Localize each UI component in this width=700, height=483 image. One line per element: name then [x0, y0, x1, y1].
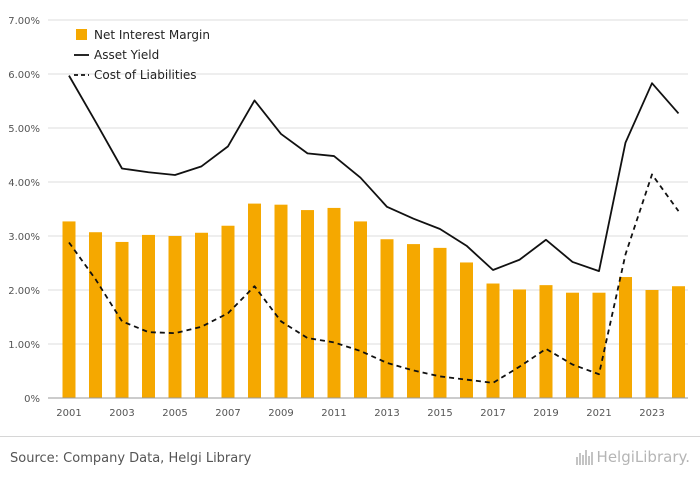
library-icon: [575, 449, 593, 465]
bar-net-interest-margin: [62, 221, 76, 398]
y-tick-label: 5.00%: [8, 124, 40, 135]
bar-net-interest-margin: [619, 277, 632, 398]
bar-net-interest-margin: [354, 221, 367, 398]
x-tick-label: 2011: [321, 408, 346, 419]
bar-net-interest-margin: [221, 225, 235, 398]
x-tick-label: 2023: [639, 408, 664, 419]
chart-svg: 0% 1.00% 2.00% 3.00% 4.00% 5.00% 6.00% 7.00% 200…: [8, 16, 688, 419]
y-tick-label: 7.00%: [8, 16, 40, 27]
legend-swatch-bar: [76, 29, 87, 40]
bar-net-interest-margin: [592, 292, 606, 398]
bar-net-interest-margin: [460, 262, 473, 398]
bar-net-interest-margin: [274, 204, 288, 398]
legend-label: Cost of Liabilities: [94, 68, 197, 82]
y-tick-label: 6.00%: [8, 70, 40, 81]
bar-net-interest-margin: [380, 239, 394, 398]
bar-net-interest-margin: [327, 207, 341, 398]
bar-net-interest-margin: [645, 290, 659, 398]
line-asset-yield: [68, 75, 680, 273]
x-tick-label: 2003: [109, 408, 134, 419]
y-tick-label: 0%: [24, 394, 40, 405]
x-tick-label: 2021: [586, 408, 611, 419]
footer-divider: [0, 436, 700, 437]
bar-net-interest-margin: [486, 283, 500, 398]
legend-label: Net Interest Margin: [94, 28, 210, 42]
bar-net-interest-margin: [195, 232, 208, 398]
x-tick-label: 2001: [56, 408, 81, 419]
x-tick-label: 2015: [427, 408, 452, 419]
x-tick-label: 2007: [215, 408, 240, 419]
x-tick-label: 2009: [268, 408, 293, 419]
x-tick-label: 2017: [480, 408, 505, 419]
line-cost-of-liabilities: [68, 173, 680, 384]
bar-net-interest-margin: [433, 247, 447, 398]
source-note: Source: Company Data, Helgi Library: [10, 451, 252, 466]
bar-net-interest-margin: [248, 203, 261, 398]
bar-net-interest-margin: [168, 236, 182, 398]
bar-net-interest-margin: [89, 232, 102, 398]
y-tick-label: 3.00%: [8, 232, 40, 243]
bar-net-interest-margin: [407, 244, 420, 398]
x-tick-label: 2005: [162, 408, 187, 419]
x-tick-label: 2019: [533, 408, 558, 419]
logo-text: HelgiLibrary.: [596, 448, 690, 466]
y-tick-label: 1.00%: [8, 340, 40, 351]
bar-net-interest-margin: [142, 234, 155, 398]
bar-net-interest-margin: [513, 289, 526, 398]
x-tick-label: 2013: [374, 408, 399, 419]
bar-net-interest-margin: [566, 292, 579, 398]
y-tick-label: 2.00%: [8, 286, 40, 297]
bar-net-interest-margin: [539, 285, 553, 398]
legend-label: Asset Yield: [94, 48, 159, 62]
bar-net-interest-margin: [672, 286, 685, 398]
bar-net-interest-margin: [301, 210, 314, 398]
y-tick-label: 4.00%: [8, 178, 40, 189]
helgi-library-logo: HelgiLibrary.: [575, 448, 690, 466]
